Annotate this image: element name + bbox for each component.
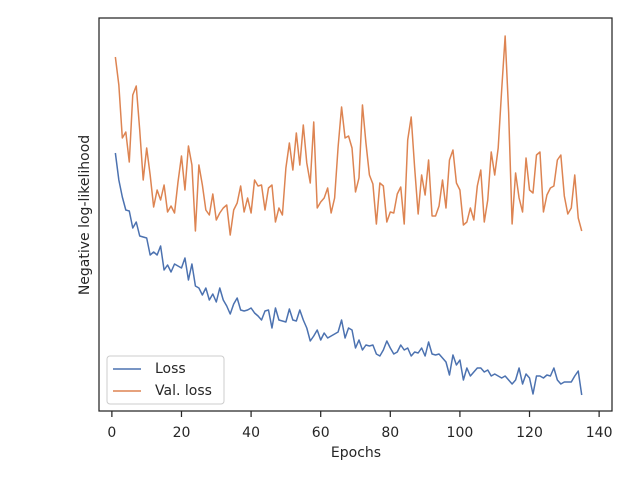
x-tick-label: 120	[516, 425, 543, 441]
x-tick-label: 20	[173, 425, 191, 441]
legend-label: Loss	[155, 361, 186, 377]
x-tick-label: 140	[586, 425, 613, 441]
plot-frame	[98, 17, 613, 412]
x-axis-label: Epochs	[331, 445, 381, 461]
x-tick-label: 40	[242, 425, 260, 441]
x-tick-label: 80	[381, 425, 399, 441]
x-tick-label: 0	[107, 425, 116, 441]
series-line	[114, 152, 583, 396]
x-tick-label: 60	[312, 425, 330, 441]
legend-label: Val. loss	[155, 383, 212, 399]
y-axis-label: Negative log-likelihood	[77, 135, 93, 295]
x-tick-label: 100	[447, 425, 474, 441]
legend-box	[106, 355, 225, 405]
series-line	[114, 35, 583, 236]
